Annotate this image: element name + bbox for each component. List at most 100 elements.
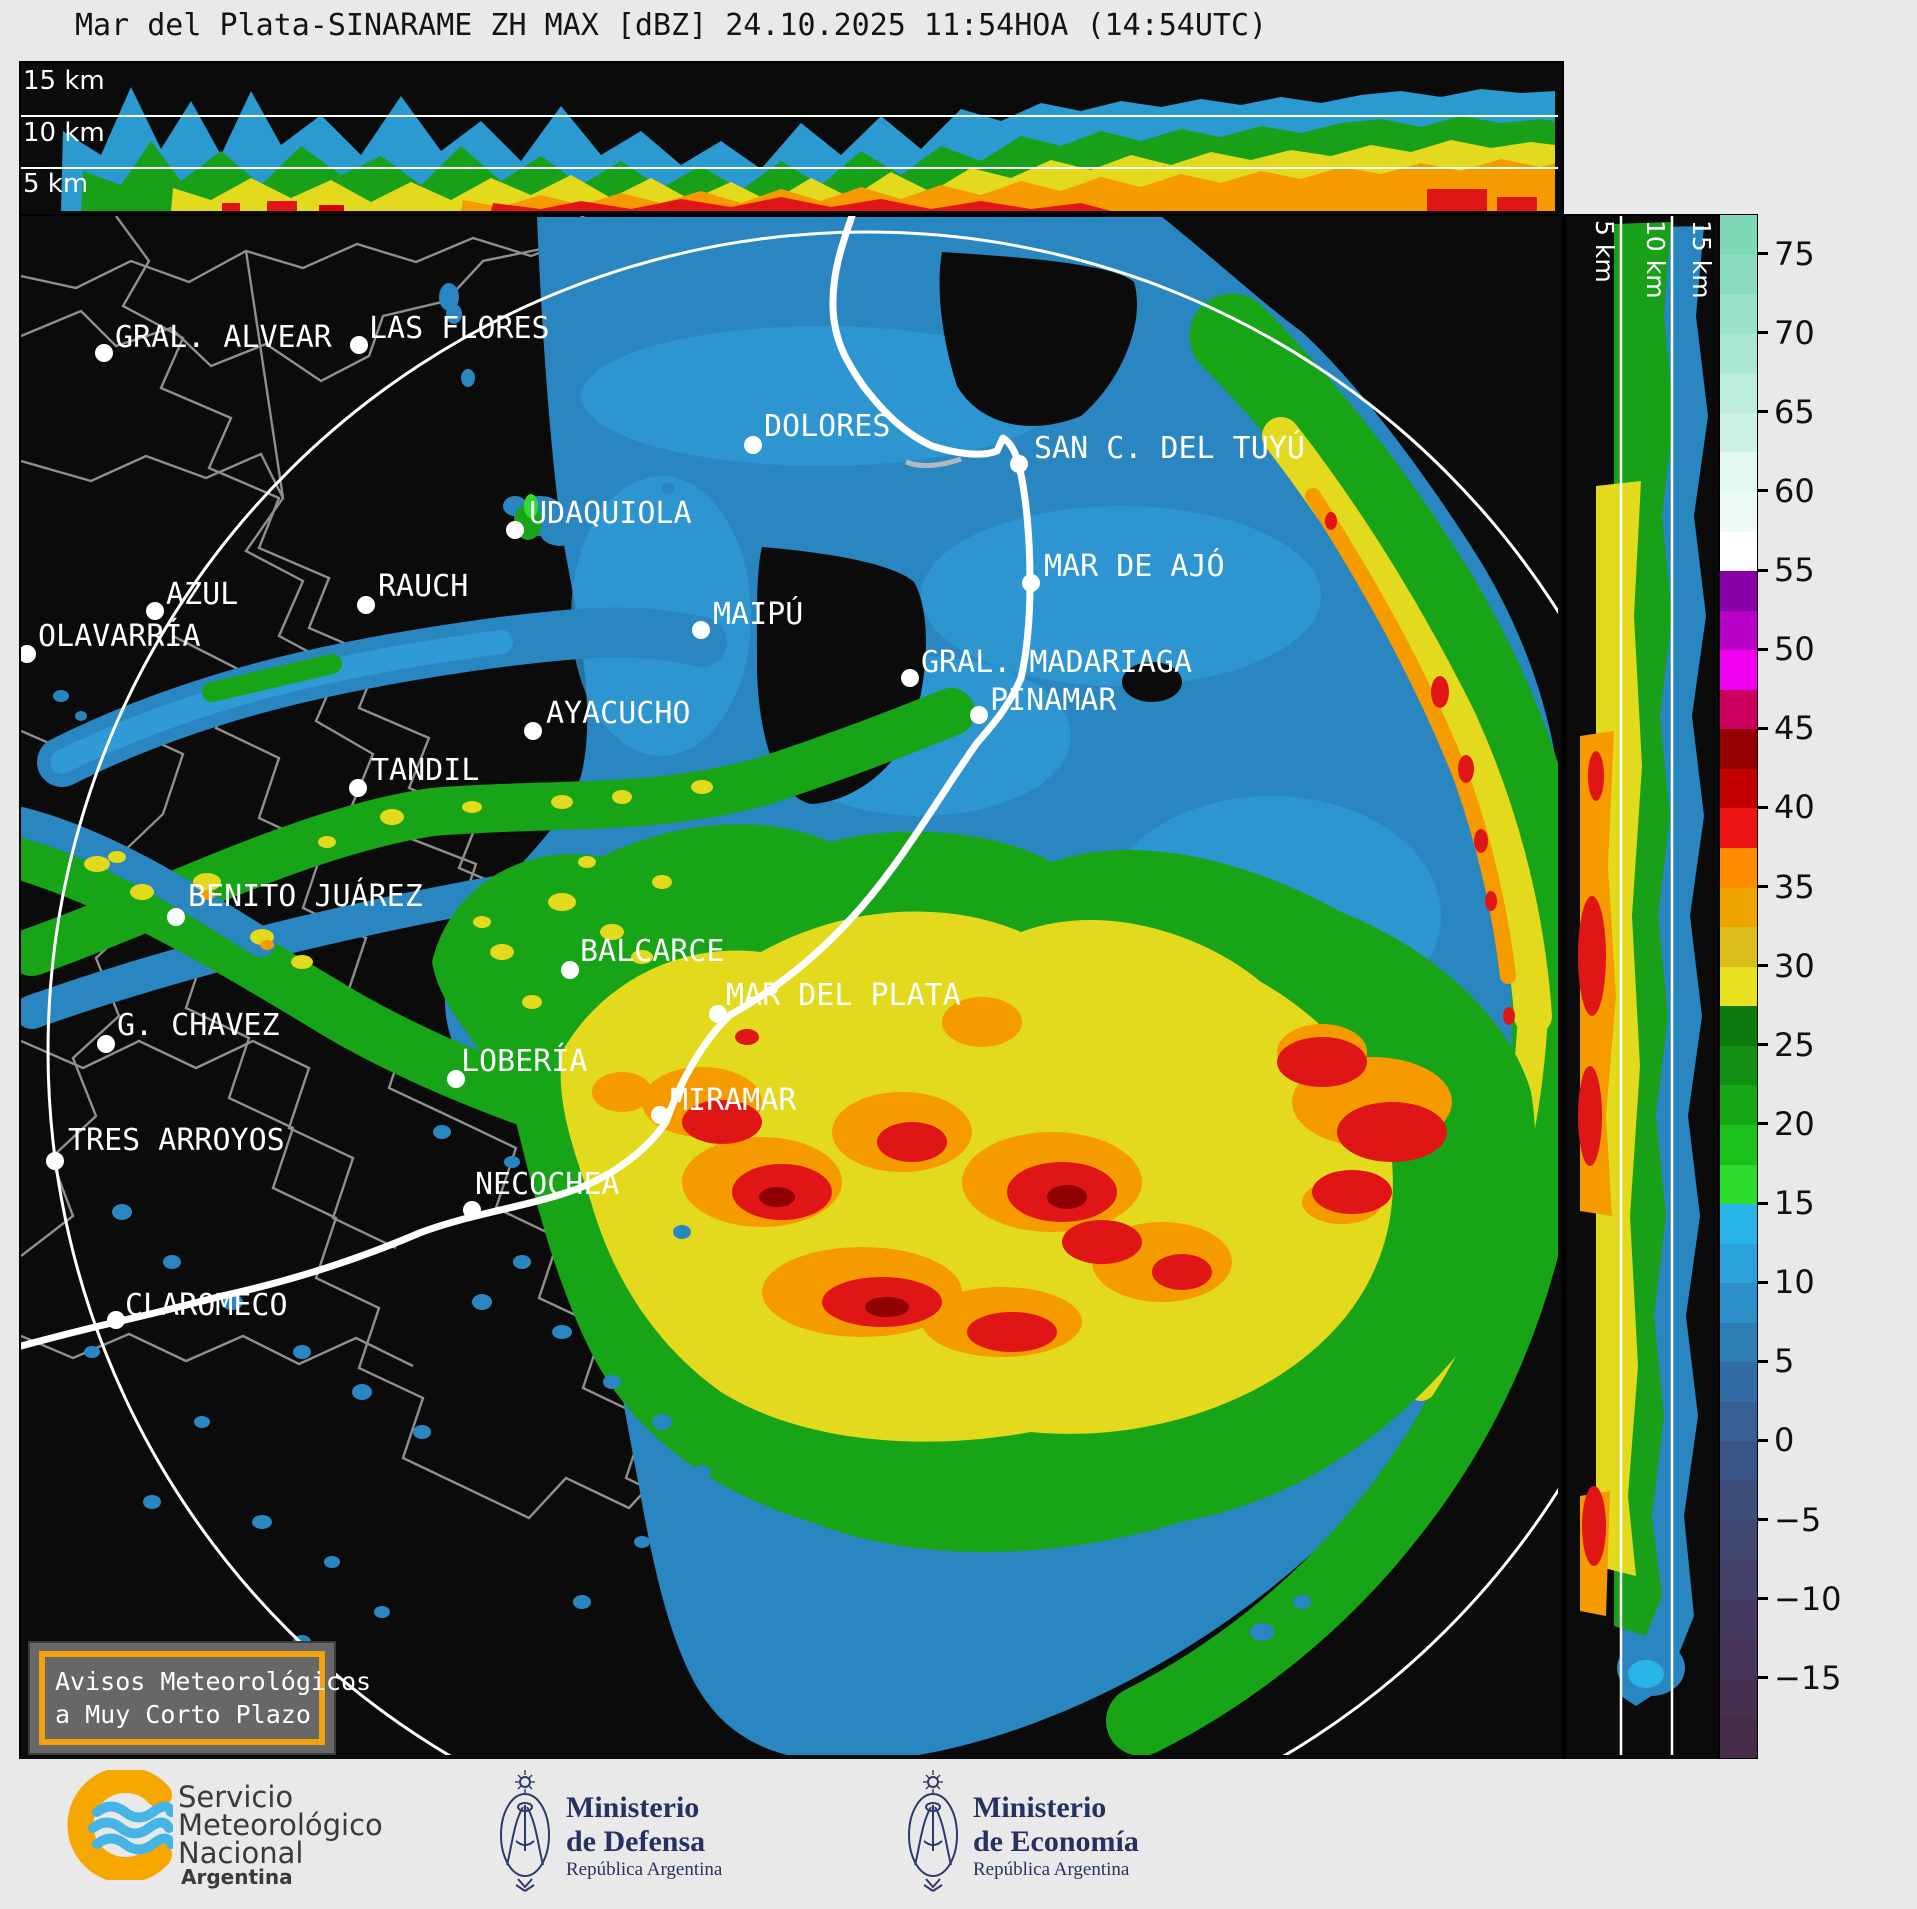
city-label: OLAVARRÍA (38, 618, 201, 654)
side-panel-height-label-10km: 10 km (1641, 220, 1670, 299)
smn-name-line1: Servicio (178, 1780, 294, 1814)
colorbar-band (1720, 333, 1757, 374)
colorbar-tick-label: 45 (1774, 709, 1815, 748)
echo-central-complex (432, 824, 1536, 1552)
colorbar-tick-label: 20 (1774, 1104, 1815, 1143)
city-dot (561, 961, 579, 979)
colorbar-tick (1757, 252, 1768, 256)
colorbar-tick-label: 40 (1774, 788, 1815, 827)
city-label: MAR DE AJÓ (1044, 547, 1225, 584)
colorbar-tick-label: 30 (1774, 946, 1815, 985)
city-dot (146, 602, 164, 620)
colorbar-tick (1757, 1043, 1768, 1047)
city-dot (97, 1035, 115, 1053)
colorbar-tick-label: 10 (1774, 1263, 1815, 1302)
colorbar-band (1720, 848, 1757, 888)
colorbar-band (1720, 254, 1757, 295)
colorbar-tick (1757, 1438, 1768, 1442)
colorbar-tick (1757, 1359, 1768, 1363)
colorbar-band (1720, 808, 1757, 848)
colorbar-band (1720, 1124, 1757, 1165)
colorbar-band (1720, 887, 1757, 928)
colorbar-tick (1757, 1518, 1768, 1522)
city-markers: GRAL. ALVEAR LAS FLORES DOLORES SAN C. DEL … (21, 311, 1305, 1329)
smn-logo-icon (67, 1770, 173, 1880)
city-dot (1010, 455, 1028, 473)
city-dot (463, 1201, 481, 1219)
city-dot (970, 706, 988, 724)
colorbar-tick-label: 55 (1774, 551, 1815, 590)
colorbar-band (1720, 1639, 1757, 1679)
colorbar-band (1720, 1164, 1757, 1205)
city-label: MIRAMAR (670, 1083, 797, 1118)
colorbar-tick-label: 75 (1774, 234, 1815, 273)
city-dot (350, 336, 368, 354)
echo-nw-cells (53, 283, 674, 721)
city-dot (1022, 574, 1040, 592)
colorbar-tick (1757, 331, 1768, 335)
city-label: DOLORES (764, 409, 890, 444)
colorbar-band (1720, 768, 1757, 809)
colorbar-band (1720, 1481, 1757, 1521)
colorbar-band (1720, 294, 1757, 334)
city-label: NECOCHEA (475, 1167, 620, 1202)
colorbar-band (1720, 966, 1757, 1007)
city-label: GRAL. ALVEAR (115, 320, 333, 355)
warning-line-1: Avisos Meteorológicos (55, 1667, 372, 1696)
coastline (21, 216, 1034, 1350)
city-label: TRES ARROYOS (68, 1123, 285, 1158)
city-label: MAIPÚ (713, 595, 803, 632)
colorbar-tick-label: 0 (1774, 1421, 1795, 1460)
colorbar-band (1720, 1401, 1757, 1442)
colorbar-tick (1757, 964, 1768, 968)
city-label: TANDIL (371, 753, 479, 788)
colorbar-tick-label: −10 (1774, 1579, 1842, 1618)
colorbar-band (1720, 1441, 1757, 1481)
colorbar-tick-label: 25 (1774, 1025, 1815, 1064)
city-dot (901, 669, 919, 687)
city-label: CLAROMECO (125, 1288, 288, 1323)
warning-box-inner: Avisos Meteorológicos a Muy Corto Plazo (39, 1651, 372, 1745)
colorbar-band (1720, 452, 1757, 492)
radar-map-panel: GRAL. ALVEAR LAS FLORES DOLORES SAN C. DEL … (19, 214, 1564, 1761)
city-label: PINAMAR (990, 683, 1117, 718)
colorbar-band (1720, 927, 1757, 967)
colorbar-tick-label: −5 (1774, 1500, 1822, 1539)
colorbar-tick-label: 60 (1774, 471, 1815, 510)
colorbar-band (1720, 1045, 1757, 1086)
city-dot (349, 779, 367, 797)
colorbar-band (1720, 531, 1757, 572)
colorbar-band (1720, 729, 1757, 769)
city-dot (524, 722, 542, 740)
colorbar-tick (1757, 1122, 1768, 1126)
city-dot (21, 645, 36, 663)
city-label: BENITO JUÁREZ (188, 878, 423, 914)
colorbar-band (1720, 1599, 1757, 1640)
city-label: MAR DEL PLATA (726, 978, 961, 1013)
colorbar-band (1720, 1283, 1757, 1323)
colorbar-tick (1757, 1201, 1768, 1205)
city-label: SAN C. DEL TUYÚ (1034, 429, 1305, 466)
colorbar-band (1720, 412, 1757, 453)
colorbar-tick-label: 65 (1774, 392, 1815, 431)
colorbar-tick-label: −15 (1774, 1658, 1842, 1697)
colorbar-band (1720, 1204, 1757, 1244)
city-dot (447, 1070, 465, 1088)
colorbar-band (1720, 373, 1757, 413)
top-panel-height-label-10km: 10 km (23, 118, 105, 148)
city-dot (709, 1005, 727, 1023)
colorbar-band (1720, 1362, 1757, 1402)
top-cross-section-plot (21, 87, 1558, 211)
page-title: Mar del Plata-SINARAME ZH MAX [dBZ] 24.1… (75, 8, 1268, 43)
side-cross-section-plot (1578, 216, 1708, 1755)
side-cross-section-panel (1564, 214, 1720, 1761)
city-dot (167, 908, 185, 926)
warning-box[interactable]: Avisos Meteorológicos a Muy Corto Plazo (28, 1641, 372, 1755)
economia-sub: República Argentina (973, 1859, 1130, 1880)
city-label: RAUCH (378, 569, 468, 604)
colorbar-band (1720, 571, 1757, 611)
colorbar-tick (1757, 1280, 1768, 1284)
city-dot (357, 596, 375, 614)
colorbar-band (1720, 215, 1757, 255)
colorbar-band (1720, 689, 1757, 730)
